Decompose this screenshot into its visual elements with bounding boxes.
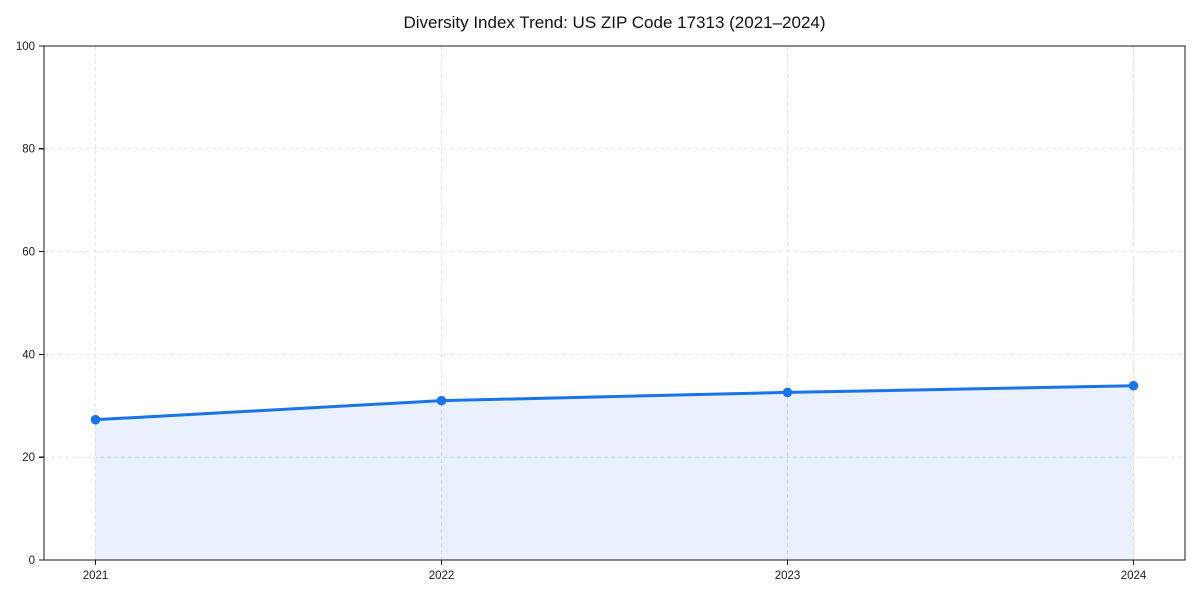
data-point-marker xyxy=(436,395,447,406)
y-tick-label: 20 xyxy=(22,452,35,464)
chart-title: Diversity Index Trend: US ZIP Code 17313… xyxy=(403,13,826,32)
area-fill xyxy=(95,385,1134,560)
x-tick-label: 2024 xyxy=(1121,570,1147,582)
y-tick-label: 60 xyxy=(22,247,35,259)
y-tick-label: 0 xyxy=(29,555,35,567)
x-tick-label: 2022 xyxy=(429,570,455,582)
y-tick-label: 80 xyxy=(22,144,35,156)
y-tick-label: 40 xyxy=(22,349,35,361)
x-tick-label: 2021 xyxy=(83,570,109,582)
data-point-marker xyxy=(1128,380,1139,391)
y-tick-label: 100 xyxy=(16,41,35,53)
data-point-marker xyxy=(90,414,101,425)
trend-line xyxy=(94,384,1135,422)
x-tick-label: 2023 xyxy=(775,570,801,582)
plot-frame xyxy=(43,45,1186,561)
data-point-marker xyxy=(782,387,793,398)
